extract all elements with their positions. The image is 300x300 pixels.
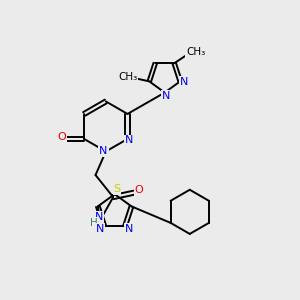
Text: N: N	[95, 212, 103, 222]
Text: O: O	[57, 133, 66, 142]
Text: O: O	[135, 185, 143, 195]
Text: CH₃: CH₃	[186, 47, 206, 57]
Text: N: N	[162, 91, 170, 101]
Text: N: N	[125, 135, 133, 146]
Text: H: H	[90, 218, 97, 228]
Text: N: N	[99, 146, 108, 157]
Text: N: N	[179, 77, 188, 87]
Text: N: N	[124, 224, 133, 234]
Text: S: S	[113, 184, 121, 194]
Text: CH₃: CH₃	[118, 72, 137, 82]
Text: N: N	[96, 224, 104, 234]
